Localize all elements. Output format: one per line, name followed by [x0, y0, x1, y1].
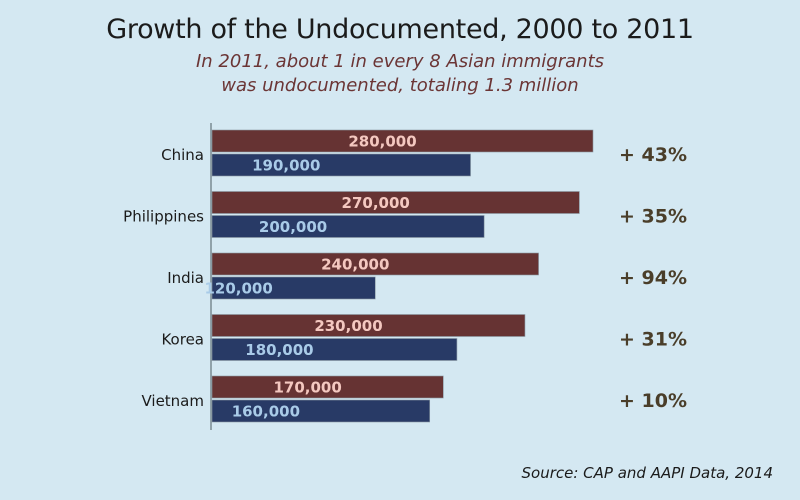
bar-value-label: 270,000 [342, 194, 410, 212]
bar-value-label: 200,000 [259, 218, 327, 236]
source-note: Source: CAP and AAPI Data, 2014 [521, 464, 774, 482]
bar-value-label: 180,000 [245, 341, 313, 359]
bar-2011-china [211, 129, 594, 153]
bar-2000-philippines [211, 215, 485, 238]
bar-value-label: 120,000 [204, 280, 272, 298]
growth-label: + 31% [619, 329, 687, 351]
bar-2011-vietnam [211, 375, 444, 399]
category-label: China [161, 146, 204, 164]
category-label: India [167, 269, 204, 287]
category-label: Korea [161, 331, 204, 349]
chart-title: Growth of the Undocumented, 2000 to 2011 [106, 14, 694, 45]
bar-2000-china [211, 153, 471, 177]
bar-2000-korea [211, 338, 458, 361]
growth-label: + 43% [619, 144, 687, 166]
growth-label: + 10% [619, 390, 687, 412]
category-label: Philippines [123, 208, 204, 226]
bar-value-label: 160,000 [232, 403, 300, 421]
bar-2000-vietnam [211, 399, 431, 423]
bar-value-label: 190,000 [252, 157, 320, 175]
bar-value-label: 280,000 [348, 133, 416, 151]
bar-value-label: 240,000 [321, 256, 389, 274]
bar-2000-india [211, 276, 376, 300]
bar-2011-india [211, 252, 539, 276]
growth-label: + 35% [619, 206, 687, 228]
bar-value-label: 170,000 [273, 379, 341, 397]
bar-2011-korea [211, 314, 526, 337]
bar-2011-philippines [211, 191, 580, 214]
bar-value-label: 230,000 [314, 317, 382, 335]
chart-subtitle-line-1: In 2011, about 1 in every 8 Asian immigr… [195, 51, 605, 72]
category-label: Vietnam [141, 392, 204, 410]
chart-subtitle-line-2: was undocumented, totaling 1.3 million [221, 75, 579, 96]
growth-label: + 94% [619, 267, 687, 289]
